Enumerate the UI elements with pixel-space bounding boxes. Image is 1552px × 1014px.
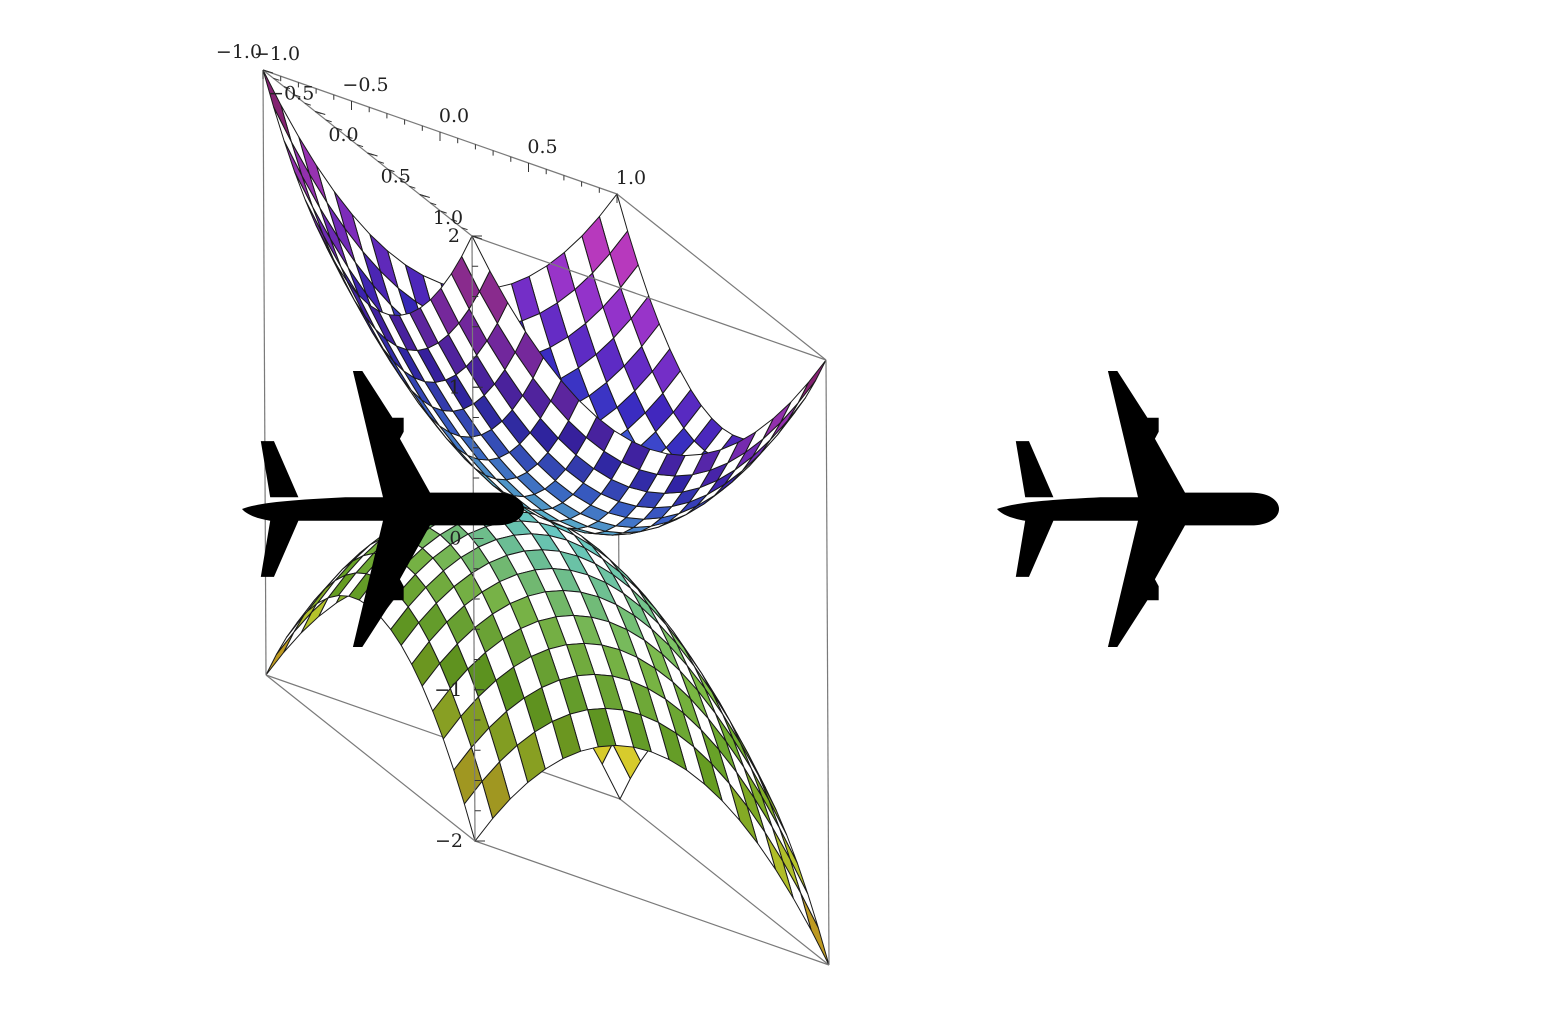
tick-mark [377, 160, 385, 164]
airplane-silhouette [242, 370, 524, 648]
tick-mark [335, 127, 343, 131]
tick-mark [273, 77, 280, 81]
box-edge [471, 235, 827, 361]
tick-label: 0.0 [328, 124, 358, 146]
tick-mark [388, 169, 395, 173]
tick-mark [450, 218, 458, 222]
tick-label: 0 [449, 528, 461, 550]
surface-cell [780, 382, 809, 423]
tick-mark [325, 119, 332, 123]
tick-label: −0.5 [342, 74, 388, 96]
tick-label: 0.0 [439, 105, 469, 127]
tick-label: 2 [448, 225, 460, 247]
tick-label: 0.5 [527, 136, 557, 158]
tick-label: 1.0 [616, 167, 646, 189]
tick-mark [262, 69, 270, 73]
tick-mark [367, 152, 374, 156]
axis-tick-labels: −1.0 −0.5 0.0 0.5 1.0 −1.0 −0.5 0.0 0.5 1.0 −2 −1 0 1… [216, 41, 646, 852]
airplane-icon [242, 370, 524, 648]
airplane-icon [997, 370, 1279, 648]
tick-mark [398, 177, 406, 181]
tick-mark [461, 227, 468, 231]
surface-cell [461, 234, 491, 293]
surface-lower-paraboloid [265, 499, 830, 966]
axis-ticks [262, 69, 618, 842]
tick-mark [346, 135, 353, 139]
tick-mark [430, 202, 437, 206]
surface-cell [797, 359, 827, 404]
tick-label: −0.5 [268, 83, 314, 105]
box-edge [619, 798, 830, 966]
box-edge [262, 69, 267, 676]
tick-mark [409, 185, 416, 189]
tick-mark [440, 210, 447, 214]
tick-label: −1 [434, 679, 462, 701]
box-edge [265, 674, 476, 842]
surface-cell [283, 612, 312, 653]
box-edge [474, 840, 830, 966]
tick-mark [304, 102, 311, 106]
tick-label: 1 [449, 376, 461, 398]
surface-upper-paraboloid [262, 69, 827, 536]
surface-cell [265, 631, 295, 676]
tick-label: 1.0 [433, 207, 463, 229]
tick-mark [419, 194, 426, 197]
tick-label: −1.0 [254, 43, 300, 65]
tick-label: −2 [435, 830, 463, 852]
tick-label: −1.0 [216, 41, 262, 63]
box-edge [825, 359, 830, 966]
tick-mark [283, 86, 291, 90]
tick-mark [315, 111, 322, 114]
box-edge [616, 193, 827, 361]
tick-label: 0.5 [381, 166, 411, 188]
tick-mark [356, 144, 364, 148]
tick-mark [294, 94, 301, 98]
airplane-silhouette [997, 370, 1279, 648]
